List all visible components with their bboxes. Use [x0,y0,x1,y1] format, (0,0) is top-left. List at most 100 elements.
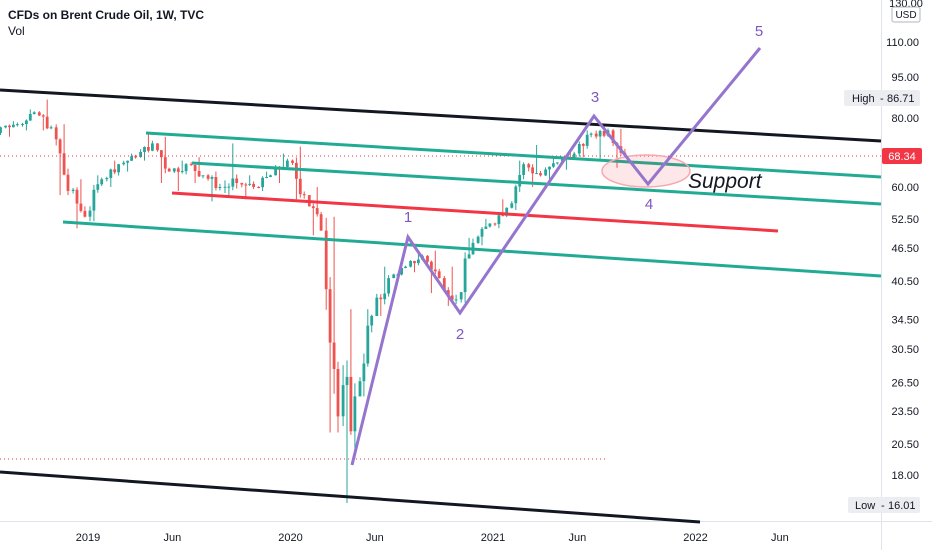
currency-badge[interactable] [891,6,921,23]
candle-body [404,266,407,268]
candle-body [548,166,551,170]
candle-body [28,114,32,121]
candle-body [379,297,383,300]
candle-body [156,143,159,151]
price-axis[interactable]: 130.00 USD 110.00 95.00 80.00 60.00 52.50 46.… [886,0,923,482]
red-support-line [171,191,779,233]
candle-body [370,315,374,326]
candle-body [214,177,218,188]
last-price-value: 68.34 [888,151,916,163]
candle-body [139,152,142,157]
candle-body [535,173,538,175]
wave-label-4: 4 [645,196,653,213]
candle-body [147,147,150,151]
candle-body [274,166,277,176]
candle-body [585,134,589,146]
candle-body [231,178,235,187]
candle-body [375,297,379,316]
price-tick-label: 23.50 [891,406,919,418]
candle-body [437,271,441,279]
candle-body [454,299,458,301]
low-badge-dash: - [881,500,885,512]
candle-body [387,278,390,294]
candle-body [286,160,289,167]
candle-body [163,157,167,169]
candle-body [446,290,450,296]
candle-body [539,173,542,176]
candle-body [353,396,357,432]
candle-body [180,171,184,173]
candle-body [493,223,497,225]
candle-body [117,164,120,173]
support-zone [601,154,691,188]
time-tick-label: 2022 [683,532,707,544]
candle-body [197,171,201,177]
candle-body [531,167,534,174]
candle-body [332,342,336,369]
wave-label-3: 3 [591,89,599,106]
candle-body [210,177,214,179]
candle-body [83,210,87,217]
candle-body [505,207,509,216]
candle-body [269,175,272,177]
legend-indicator: Vol [8,24,25,38]
price-tick-label: 20.50 [891,439,919,451]
candle-body [611,130,615,143]
candle-body [336,369,340,417]
candle-body [240,183,244,185]
candle-body [497,215,501,225]
price-tick-label: 18.00 [891,470,919,482]
candle-body [21,124,24,125]
candle-body [572,153,576,160]
candle-body [366,325,370,364]
candle-body [45,116,49,129]
currency-label: USD [895,10,916,21]
chart-legend: CFDs on Brent Crude Oil, 1W, TVC Vol [8,7,204,39]
candle-body [105,178,109,180]
candle-body [298,178,302,195]
candle-body [37,112,41,116]
candle-body [244,184,248,186]
candle-body [358,381,362,397]
candle-body [302,194,306,196]
candle-body [261,177,264,188]
candle-body [248,183,252,185]
price-tick-label: 80.00 [891,113,919,125]
candle-body [62,153,66,175]
low-badge-value: 16.01 [888,500,916,512]
candle-body [257,187,261,188]
time-axis[interactable]: 2019 Jun 2020 Jun 2021 Jun 2022 Jun [76,532,789,544]
price-axis-top-label: 130.00 [889,0,923,10]
candle-body [315,208,319,215]
low-badge: Low - 16.01 [848,497,920,513]
teal-line-lower [62,220,882,278]
candle-body [79,203,83,211]
candle-body [252,183,255,187]
candle-body [223,186,227,188]
candle-body [206,175,210,179]
candle-body [75,189,79,204]
price-tick-label: 60.00 [891,182,919,194]
candle-body [122,162,126,165]
candle-body [8,125,11,128]
teal-line-middle [191,161,882,206]
teal-line-upper [145,131,882,179]
candle-body [66,174,70,191]
candle-body [518,175,522,187]
candle-body [193,165,197,171]
candle-body [25,120,28,125]
candle-body [552,163,555,167]
candle-body [383,293,387,300]
wave-label-2: 2 [456,326,464,343]
price-tick-label: 26.50 [891,378,919,390]
candle-body [71,189,75,191]
candle-body [602,131,606,136]
candle-body [172,168,176,172]
candle-body [32,112,36,114]
time-tick-label: Jun [569,532,587,544]
candle-body [442,278,446,291]
candles-layer [0,99,627,503]
time-tick-label: 2020 [278,532,302,544]
